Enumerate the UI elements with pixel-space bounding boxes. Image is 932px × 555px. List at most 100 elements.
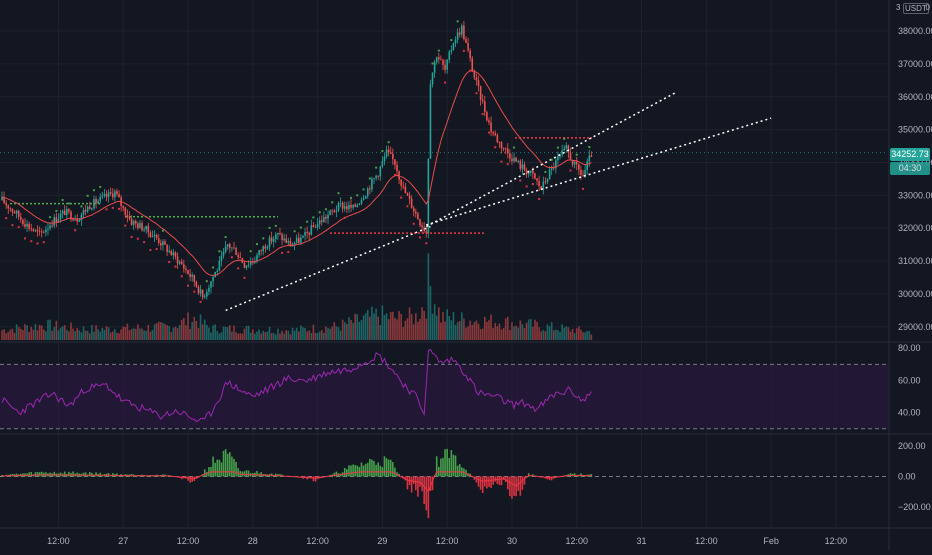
volume-bar: [369, 316, 371, 340]
signal-up-mark: [588, 146, 591, 149]
volume-bar: [588, 331, 591, 340]
volume-bar: [563, 327, 566, 340]
oscillator-bar-up: [84, 472, 87, 477]
candle-body: [237, 254, 239, 258]
candle-body: [479, 86, 482, 100]
candle-body: [348, 204, 350, 210]
price-tick-label: 32000.00: [898, 223, 932, 233]
candle-body: [245, 265, 248, 268]
candle-body: [155, 234, 158, 239]
candle-body: [252, 262, 254, 264]
currency-badge[interactable]: USDT: [903, 3, 929, 14]
candle-body: [519, 160, 522, 169]
candle-body: [329, 210, 331, 215]
candle-body: [557, 156, 559, 161]
signal-down-mark: [419, 236, 421, 239]
signal-up-mark: [224, 236, 227, 239]
volume-bar: [143, 330, 145, 340]
candle-body: [13, 211, 16, 214]
candle-body: [483, 101, 486, 113]
candle-body: [584, 169, 586, 176]
volume-bar: [519, 320, 522, 340]
time-tick-label: 12:00: [436, 536, 459, 546]
volume-bar: [76, 327, 79, 340]
oscillator-bar-up: [458, 464, 461, 477]
volume-bar: [354, 313, 357, 340]
candle-body: [408, 195, 411, 199]
oscillator-bar-up: [348, 465, 350, 477]
volume-bar: [224, 326, 227, 340]
candle-body: [325, 217, 327, 219]
rsi-band-fill: [0, 364, 888, 429]
volume-bar: [438, 307, 440, 340]
candle-body: [166, 244, 168, 252]
signal-down-mark: [582, 187, 585, 190]
candle-body: [377, 175, 379, 177]
oscillator-bar-up: [346, 469, 348, 477]
volume-bar: [394, 317, 396, 340]
volume-bar: [130, 328, 133, 340]
volume-bar: [28, 331, 30, 340]
candle-body: [47, 228, 49, 230]
candle-body: [435, 57, 438, 63]
volume-bar: [362, 315, 365, 340]
volume-bar: [162, 322, 164, 340]
signal-up-mark: [513, 146, 516, 149]
oscillator-bar-up: [226, 453, 229, 477]
volume-bar: [9, 329, 12, 340]
volume-bar: [582, 332, 584, 340]
volume-bar: [525, 322, 528, 340]
candle-body: [235, 248, 237, 255]
candle-body: [590, 155, 593, 157]
volume-bar: [78, 330, 81, 340]
volume-bar: [239, 333, 242, 340]
volume-bar: [30, 326, 33, 340]
volume-bar: [590, 334, 593, 340]
volume-bar: [297, 331, 300, 340]
signal-up-mark: [381, 150, 384, 153]
axis-header[interactable]: 3 USDT 0: [896, 3, 932, 15]
volume-bar: [218, 333, 221, 340]
volume-bar: [341, 319, 344, 340]
axis-right-marker: 0: [925, 3, 930, 12]
candle-body: [109, 192, 112, 194]
candle-body: [130, 218, 133, 225]
candle-body: [517, 160, 520, 162]
volume-bar: [24, 324, 26, 340]
time-tick-label: 12:00: [177, 536, 200, 546]
signal-up-mark: [431, 62, 434, 65]
signal-up-mark: [350, 196, 353, 199]
volume-bar: [475, 320, 478, 340]
volume-bar: [109, 332, 112, 340]
axis-layer: 38000.0037000.0036000.0035000.0034000.00…: [47, 26, 932, 546]
volume-bar: [504, 318, 507, 340]
candle-body: [304, 231, 306, 236]
candle-body: [45, 229, 47, 233]
candle-body: [404, 186, 407, 194]
volume-bar: [229, 325, 231, 340]
signal-down-mark: [174, 265, 177, 268]
signal-up-mark: [456, 20, 459, 23]
time-tick-label: 12:00: [47, 536, 70, 546]
volume-bar: [137, 324, 139, 340]
oscillator-bar-up: [111, 473, 114, 477]
signal-up-mark: [86, 194, 89, 197]
volume-bar: [571, 328, 574, 340]
signal-up-mark: [274, 224, 277, 227]
oscillator-bar-up: [116, 473, 118, 477]
candle-body: [569, 152, 572, 161]
volume-bar: [521, 324, 524, 340]
candle-body: [293, 242, 296, 245]
volume-bar: [348, 317, 350, 340]
volume-bar: [88, 333, 91, 340]
candle-body: [477, 80, 480, 87]
volume-bar: [287, 330, 290, 340]
candle-body: [433, 62, 436, 73]
oscillator-bar-up: [208, 467, 210, 477]
candle-body: [475, 77, 478, 81]
signal-down-mark: [287, 251, 290, 254]
volume-bar: [557, 330, 559, 340]
signal-up-mark: [362, 188, 365, 191]
oscillator-bar-up: [233, 458, 235, 477]
candle-body: [316, 223, 319, 228]
